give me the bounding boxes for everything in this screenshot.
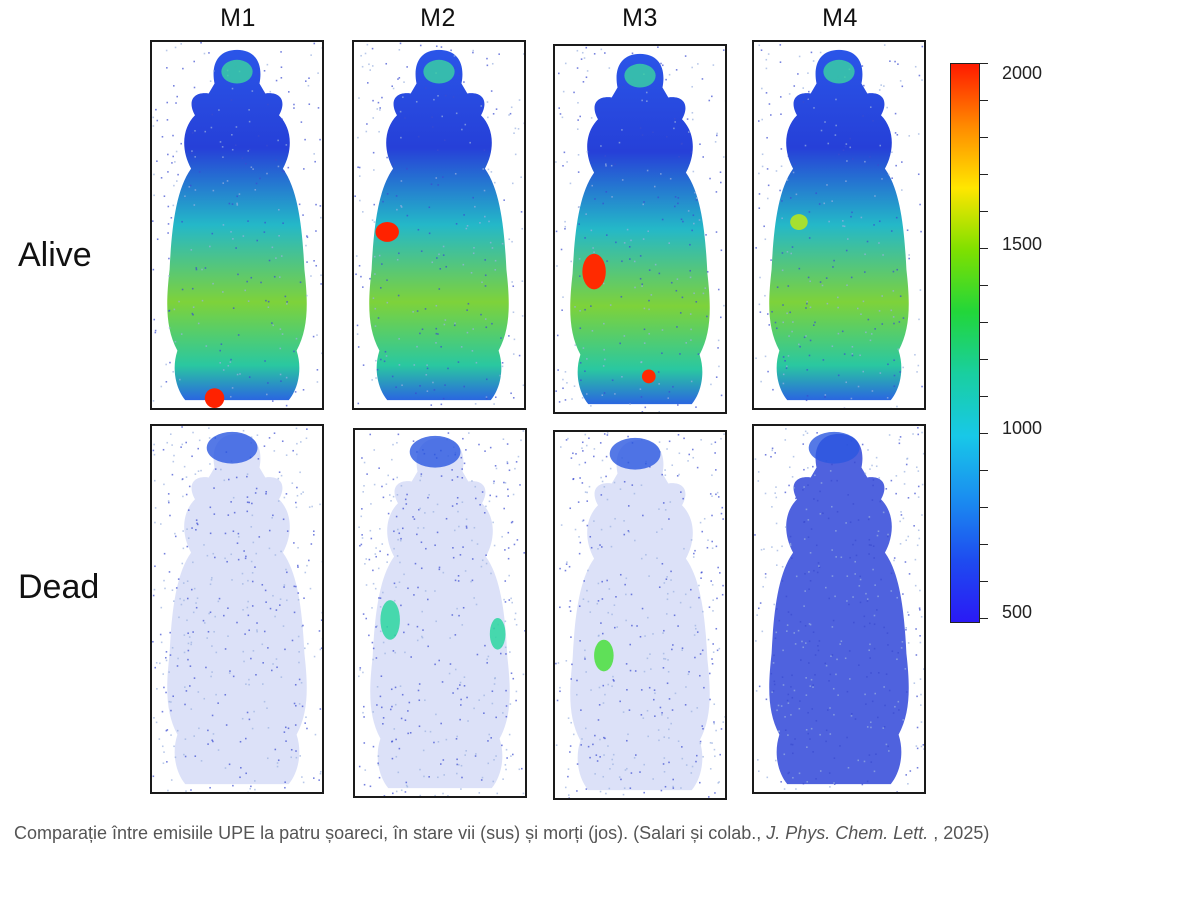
figure-caption: Comparație între emisiile UPE la patru ș… (14, 820, 1074, 847)
column-label-m3: M3 (622, 4, 658, 32)
row-label-dead: Dead (18, 568, 100, 606)
mouse-heatmap-svg (555, 432, 725, 798)
dead-m1-image (150, 424, 324, 794)
alive-m2-image (352, 40, 526, 410)
scale-label-2000: 2000 (1002, 63, 1043, 83)
mouse-body (769, 49, 909, 401)
column-label-m1: M1 (220, 4, 256, 32)
row-label-alive: Alive (18, 236, 92, 274)
mouse-heatmap-svg (755, 44, 924, 408)
color-scale-bar (950, 63, 980, 623)
mouse-heatmap-svg (754, 426, 924, 792)
caption-text: Comparație între emisiile UPE la patru ș… (14, 823, 767, 843)
mouse-body (167, 433, 307, 785)
color-scale-ticks (980, 63, 988, 623)
caption-journal: J. Phys. Chem. Lett. (766, 823, 929, 843)
mouse-heatmap-svg (152, 426, 322, 792)
caption-year: , 2025) (928, 823, 990, 843)
dead-m4-image (752, 424, 926, 794)
mouse-body (769, 433, 909, 785)
mouse-body (167, 49, 307, 401)
mouse-heatmap-svg (152, 42, 322, 408)
alive-m1-image (150, 40, 324, 410)
column-label-m4: M4 (822, 4, 858, 32)
mouse-body (370, 437, 510, 789)
mouse-body (369, 49, 509, 401)
mouse-body (570, 439, 710, 791)
dead-m3-image (553, 430, 727, 800)
mouse-heatmap-svg (555, 46, 725, 412)
column-label-m2: M2 (420, 4, 456, 32)
alive-m4-image (752, 40, 926, 410)
alive-m3-image (553, 44, 727, 414)
mouse-heatmap-svg (358, 430, 525, 796)
dead-m2-image (353, 428, 527, 798)
mouse-body (570, 53, 710, 405)
scale-label-500: 500 (1002, 602, 1033, 622)
mouse-heatmap-svg (354, 42, 524, 406)
scale-label-1500: 1500 (1002, 234, 1043, 254)
scale-label-1000: 1000 (1002, 418, 1043, 438)
